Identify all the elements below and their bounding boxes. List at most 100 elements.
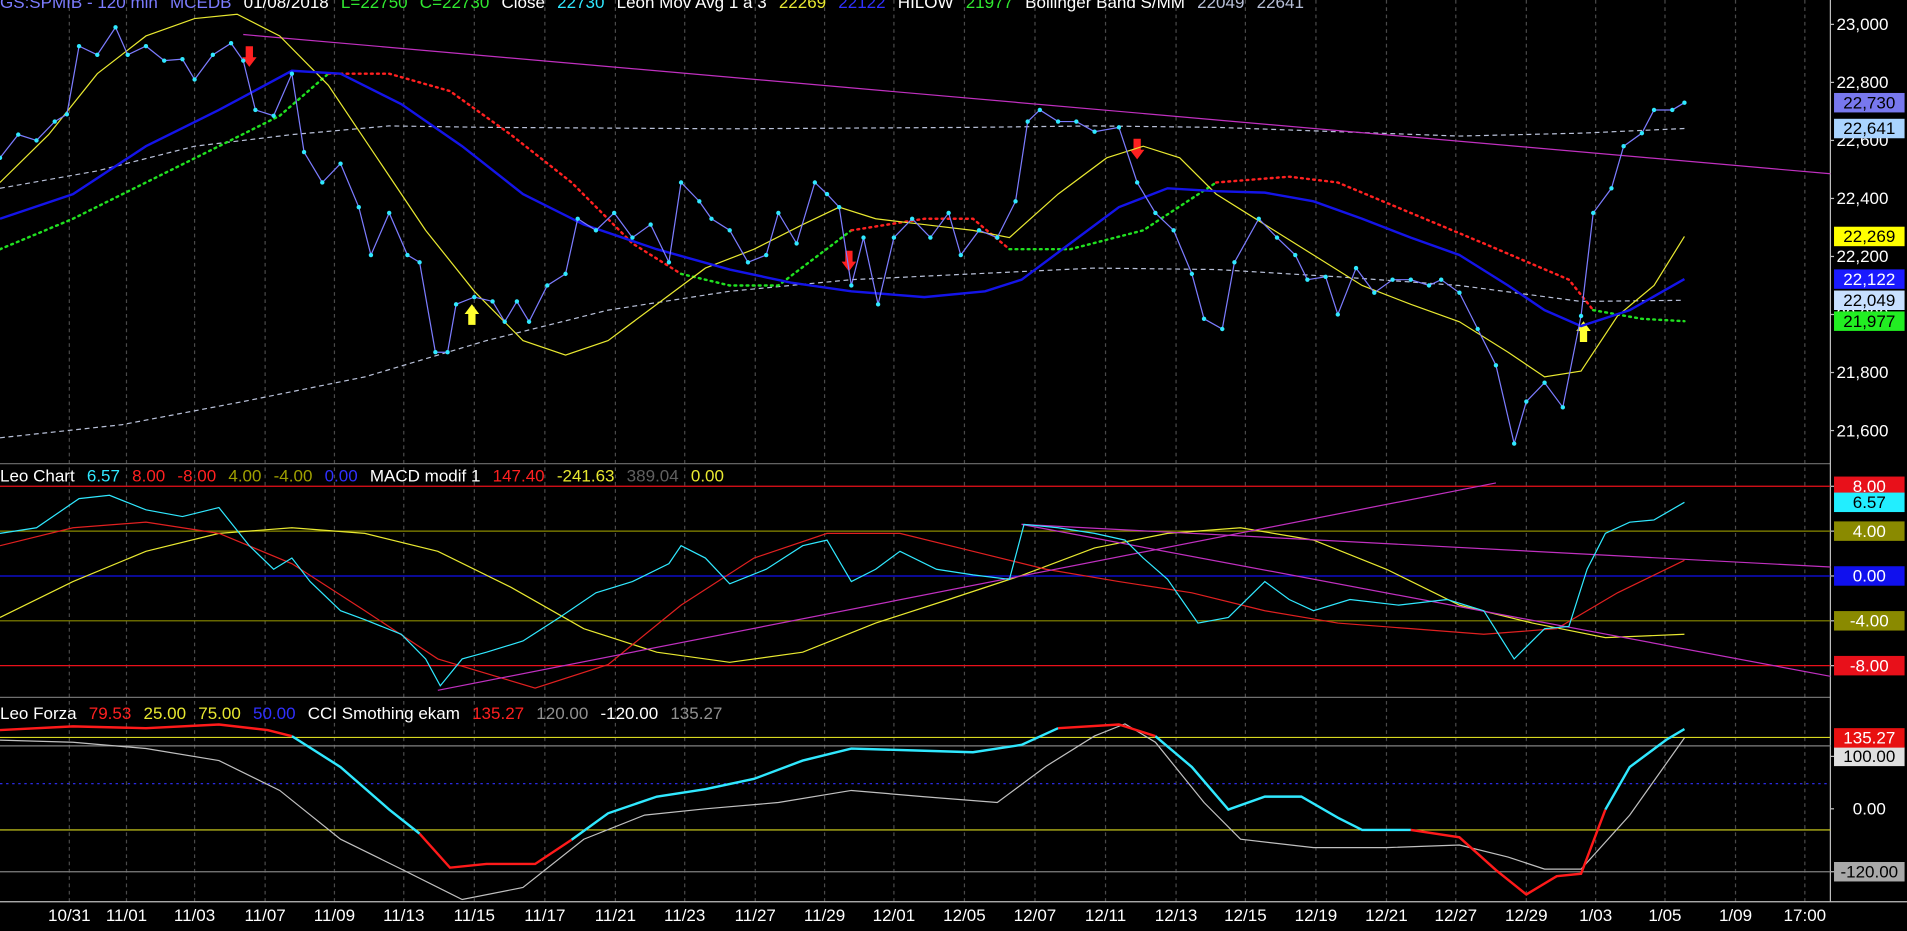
series-line: [327, 72, 683, 276]
value-badge-label: 22,122: [1843, 270, 1895, 289]
x-tick-label: 11/15: [454, 906, 495, 925]
data-point: [727, 228, 732, 233]
x-tick-label: 1/05: [1648, 906, 1681, 925]
series-line: [243, 33, 1831, 175]
y-tick-label: 22,800: [1836, 73, 1888, 92]
data-point: [514, 299, 520, 304]
header-text: 22730: [557, 0, 604, 12]
header-text: 25.00: [144, 704, 187, 723]
value-badge: [1834, 226, 1905, 247]
x-tick-label: 11/21: [595, 906, 636, 925]
x-tick-label: 12/11: [1085, 906, 1126, 925]
data-point: [0, 155, 3, 161]
header-text: 147.40: [493, 467, 545, 486]
data-point: [338, 161, 343, 166]
data-point: [836, 204, 842, 210]
data-point: [575, 216, 580, 221]
data-point: [611, 210, 617, 216]
header-text: Leo Chart: [0, 467, 75, 486]
x-tick-label: 1/09: [1719, 906, 1752, 925]
data-point: [502, 319, 507, 324]
data-point: [1439, 277, 1444, 282]
value-badge-label: -8.00: [1850, 656, 1889, 675]
data-point: [648, 222, 653, 227]
header-text: 120.00: [536, 704, 588, 723]
value-badge: [1834, 799, 1905, 819]
value-badge: [1834, 311, 1905, 331]
data-point: [776, 210, 781, 216]
series-line: [1154, 735, 1411, 832]
data-point: [1578, 313, 1584, 319]
data-point: [289, 71, 295, 76]
header-text: 50.00: [253, 704, 296, 723]
y-tick-label: 21,600: [1836, 421, 1888, 440]
series-line: [437, 482, 1497, 691]
data-point: [946, 210, 951, 216]
y-tick-label: 22,200: [1836, 247, 1888, 266]
data-point: [95, 52, 100, 58]
header-text: -120.00: [600, 704, 658, 723]
data-point: [34, 138, 39, 143]
data-point: [630, 235, 635, 240]
x-tick-label: 12/19: [1295, 906, 1338, 925]
header-text: -241.63: [557, 467, 615, 486]
value-badge: [1834, 118, 1905, 139]
header-text: 8.00: [132, 467, 165, 486]
series-line: [0, 13, 1685, 378]
data-point: [1025, 119, 1030, 124]
series-line: [0, 521, 1685, 689]
data-point: [143, 43, 149, 49]
x-tick-label: 11/17: [524, 906, 565, 925]
series-line: [1592, 308, 1686, 323]
data-point: [1116, 125, 1122, 130]
value-badge-label: 100.00: [1843, 747, 1895, 766]
data-point: [228, 41, 234, 46]
header-text: 22049: [1197, 0, 1244, 12]
data-point: [1682, 100, 1687, 105]
header-text: 22641: [1257, 0, 1304, 12]
data-point: [1092, 129, 1097, 134]
value-badge: [1834, 492, 1905, 513]
value-badge: [1834, 746, 1905, 767]
data-point: [1372, 290, 1377, 295]
data-point: [1220, 326, 1225, 332]
data-point: [563, 271, 568, 277]
header-text: L=22750: [341, 0, 408, 12]
header-text: 21977: [966, 0, 1013, 12]
value-badge-label: 22,730: [1843, 93, 1895, 112]
data-point: [545, 283, 550, 288]
x-tick-label: 12/07: [1014, 906, 1057, 925]
header-text: -8.00: [177, 467, 216, 486]
header-text: 135.27: [472, 704, 524, 723]
value-badge-label: -120.00: [1840, 862, 1898, 881]
header-text: Close: [501, 0, 545, 12]
data-point: [417, 260, 422, 265]
series-line: [1021, 523, 1831, 677]
header-text: 0.00: [325, 467, 358, 486]
x-tick-label: 12/15: [1224, 906, 1267, 925]
data-point: [405, 252, 410, 258]
x-tick-label: 11/07: [244, 906, 285, 925]
data-point: [1670, 107, 1675, 113]
value-badge-label: 0.00: [1853, 567, 1886, 586]
value-badge-label: 22,049: [1843, 291, 1895, 310]
y-tick-label: 22,400: [1836, 189, 1888, 208]
data-point: [1189, 271, 1195, 277]
x-tick-label: 11/03: [174, 906, 215, 925]
series-line: [0, 72, 330, 251]
series-line: [570, 727, 1059, 841]
data-point: [64, 112, 70, 117]
value-badge: [1834, 92, 1905, 113]
header-text: MACD modif 1: [370, 467, 481, 486]
data-point: [593, 228, 599, 233]
series-line: [0, 723, 1685, 901]
data-point: [210, 52, 216, 58]
value-badge-label: 21,977: [1843, 312, 1895, 331]
series-line: [1604, 728, 1686, 811]
x-tick-label: 11/29: [804, 906, 845, 925]
data-point: [709, 216, 714, 221]
x-tick-label: 12/01: [873, 906, 916, 925]
data-point: [1074, 119, 1079, 124]
